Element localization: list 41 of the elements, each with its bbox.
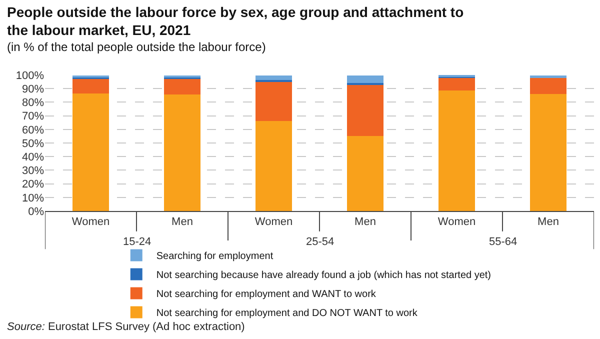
y-tick-label: 0% (28, 206, 44, 218)
y-tick-label: 10% (22, 192, 44, 204)
text: 55-64 (489, 236, 518, 248)
bar (438, 90, 476, 211)
x-tick-label: Men (172, 216, 193, 228)
y-tick-label: 80% (22, 97, 44, 110)
y-tick-label: 50% (22, 138, 44, 150)
bar (255, 81, 292, 122)
chart-title: People outside the labour force by sex, age group and attachment to the labour market, EU, 2021 (7, 4, 464, 38)
bar (255, 76, 292, 80)
x-tick-label: Women (254, 216, 293, 228)
y-tick-label: 30% (22, 165, 44, 178)
x-tick-label: Women (438, 216, 476, 228)
chart-subtitle: (in % of the total people outside the labour force) (7, 40, 266, 54)
bar (72, 93, 110, 211)
legend-label: Not searching for employment and WANT to work (156, 289, 377, 300)
text: 25-54 (306, 236, 334, 248)
text: 15-24 (123, 236, 152, 248)
bar (346, 136, 384, 211)
x-tick-label: Men (538, 216, 559, 228)
bar (255, 121, 292, 211)
bar (346, 76, 384, 84)
y-tick-label: 100% (16, 70, 44, 82)
bar (438, 77, 476, 91)
bar (72, 78, 110, 94)
y-tick-label: 20% (22, 178, 44, 191)
source-note: Source: Eurostat LFS Survey (Ad hoc extraction) (7, 321, 245, 333)
bar (530, 78, 567, 94)
y-tick-label: 40% (22, 151, 44, 164)
legend-label: Not searching for employment and DO NOT WANT to work (156, 308, 418, 320)
y-tick-label: 60% (22, 124, 44, 136)
x-tick-label: Women (72, 216, 110, 228)
legend-label: Searching for employment (156, 251, 274, 262)
bar (164, 78, 201, 95)
legend-label: Not searching because have already found a job (which has not started yet) (156, 270, 492, 282)
y-tick-label: 70% (22, 110, 44, 123)
bar (164, 94, 201, 211)
y-tick-label: 90% (22, 83, 44, 96)
bar (346, 84, 384, 136)
x-tick-label: Men (354, 216, 376, 228)
bar (530, 94, 567, 211)
